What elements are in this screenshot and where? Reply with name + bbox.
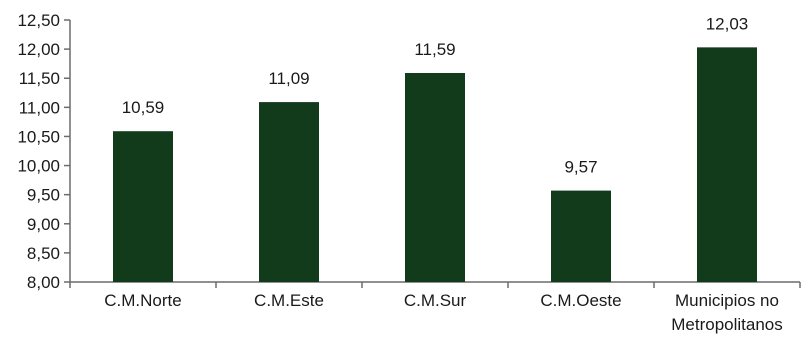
y-tick-label: 12,50 xyxy=(17,11,60,30)
data-label: 10,59 xyxy=(122,98,165,117)
data-label: 11,59 xyxy=(414,40,455,59)
bar xyxy=(405,72,465,282)
y-tick-label: 8,00 xyxy=(27,273,60,292)
data-label: 12,03 xyxy=(706,14,749,33)
y-tick-label: 12,00 xyxy=(17,40,60,59)
category-label: C.M.Sur xyxy=(404,291,467,310)
data-label: 11,09 xyxy=(268,69,309,88)
y-tick-label: 10,50 xyxy=(17,127,60,146)
y-tick-label: 9,00 xyxy=(27,215,60,234)
y-tick-label: 11,50 xyxy=(19,69,60,88)
bar xyxy=(113,131,173,282)
category-label: C.M.Oeste xyxy=(540,291,621,310)
y-tick-label: 9,50 xyxy=(27,186,60,205)
y-tick-label: 10,00 xyxy=(17,157,60,176)
y-tick-label: 8,50 xyxy=(27,244,60,263)
bar xyxy=(551,190,611,282)
data-label: 9,57 xyxy=(564,158,597,177)
category-label: Municipios no xyxy=(675,291,779,310)
labels: 10,59 C.M.Norte 11,09 C.M.Este 11,59 C.M.Sur 9… xyxy=(104,14,782,334)
y-tick-label: 11,00 xyxy=(19,98,60,117)
bar xyxy=(259,102,319,283)
category-label: Metropolitanos xyxy=(671,315,783,334)
category-label: C.M.Este xyxy=(254,291,324,310)
axes: 8,00 8,50 9,00 9,50 10,00 10,50 11,00 11,50 12,0… xyxy=(17,11,801,292)
bar xyxy=(697,47,757,283)
category-label: C.M.Norte xyxy=(104,291,181,310)
bars xyxy=(113,47,757,283)
